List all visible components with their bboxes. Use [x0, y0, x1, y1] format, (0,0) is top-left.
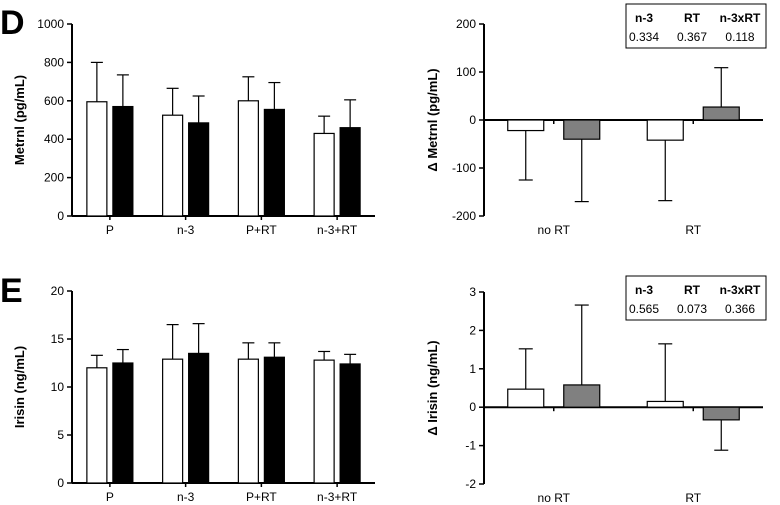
y-tick-label: -200 — [452, 209, 476, 223]
bar — [313, 359, 335, 484]
bar — [563, 384, 601, 408]
bar — [86, 101, 108, 217]
bar — [646, 400, 684, 408]
y-axis-title: Irisin (ng/mL) — [12, 346, 27, 428]
x-tick-label: P — [106, 223, 114, 237]
bar — [188, 122, 210, 217]
y-tick-label: 5 — [57, 428, 64, 442]
bar — [86, 367, 108, 484]
x-tick-label: P+RT — [246, 490, 277, 504]
y-tick-label: 100 — [456, 65, 476, 79]
y-tick-label: 2 — [469, 323, 476, 337]
x-tick-label: RT — [685, 491, 701, 505]
bar — [507, 388, 545, 408]
y-axis-title: Metrnl (pg/mL) — [12, 75, 27, 165]
x-tick-label: P+RT — [246, 223, 277, 237]
bar — [563, 119, 601, 140]
x-tick-label: no RT — [538, 491, 571, 505]
y-tick-label: 200 — [44, 171, 64, 185]
x-tick-label: n-3+RT — [317, 490, 358, 504]
y-tick-label: 10 — [51, 380, 65, 394]
y-tick-label: 0 — [469, 400, 476, 414]
stats-table-value: 0.367 — [677, 30, 707, 44]
y-tick-label: 400 — [44, 132, 64, 146]
y-tick-label: 3 — [469, 285, 476, 299]
y-tick-label: -2 — [465, 477, 476, 491]
x-tick-label: no RT — [538, 223, 571, 237]
stats-table: n-3 RT n-3xRT 0.334 0.367 0.118 — [625, 3, 767, 49]
y-tick-label: 1 — [469, 362, 476, 376]
bar — [263, 356, 285, 484]
stats-table-header: n-3 — [635, 283, 653, 297]
y-axis-title: Δ Metrnl (pg/mL) — [425, 68, 440, 171]
bar — [162, 114, 184, 217]
y-tick-label: 0 — [57, 476, 64, 490]
y-tick-label: 800 — [44, 55, 64, 69]
x-tick-label: RT — [685, 223, 701, 237]
y-tick-label: 0 — [469, 113, 476, 127]
bar — [702, 106, 740, 121]
panel-label-d: D — [0, 4, 25, 42]
stats-table-header: n-3xRT — [720, 283, 761, 297]
y-tick-label: 0 — [57, 209, 64, 223]
x-tick-label: n-3 — [177, 223, 195, 237]
bar — [507, 119, 545, 132]
stats-table-value: 0.565 — [629, 302, 659, 316]
stats-table-value: 0.366 — [725, 302, 755, 316]
y-tick-label: -1 — [465, 439, 476, 453]
stats-table-value: 0.334 — [629, 30, 659, 44]
y-tick-label: 15 — [51, 332, 65, 346]
bar — [162, 358, 184, 484]
x-tick-label: n-3 — [177, 490, 195, 504]
bar — [112, 105, 134, 217]
y-axis-title: Δ Irisin (ng/mL) — [425, 340, 440, 435]
bar — [237, 358, 259, 484]
bar — [339, 363, 361, 484]
stats-table-header: n-3 — [635, 11, 653, 25]
stats-table-header: n-3xRT — [720, 11, 761, 25]
stats-table-value: 0.118 — [725, 30, 754, 44]
y-tick-label: 20 — [51, 284, 65, 298]
bar — [188, 352, 210, 484]
y-tick-label: 200 — [456, 17, 476, 31]
x-tick-label: n-3+RT — [317, 223, 358, 237]
y-tick-label: 600 — [44, 94, 64, 108]
panel-label-e: E — [0, 272, 23, 310]
metrnl-bar-chart: 0 200 400 600 800 1000 Metrnl (pg/mL) P n-3 P+RT n… — [12, 17, 375, 237]
bar — [237, 100, 259, 217]
x-tick-label: P — [106, 490, 114, 504]
stats-table: n-3 RT n-3xRT 0.565 0.073 0.366 — [625, 275, 767, 321]
bar — [112, 362, 134, 484]
stats-table-value: 0.073 — [677, 302, 707, 316]
bar — [263, 108, 285, 217]
y-tick-label: -100 — [452, 161, 476, 175]
stats-table-border — [625, 3, 767, 49]
bar — [339, 127, 361, 217]
bar — [313, 132, 335, 217]
stats-table-header: RT — [684, 11, 701, 25]
y-tick-label: 1000 — [37, 17, 64, 31]
bar — [702, 406, 740, 421]
bar — [646, 119, 684, 141]
stats-table-header: RT — [684, 283, 701, 297]
irisin-bar-chart: 0 5 10 15 20 Irisin (ng/mL) P n-3 P+RT n-3+RT — [12, 284, 375, 504]
stats-table-border — [625, 275, 767, 321]
delta-irisin-bar-chart: -2 -1 0 1 2 3 Δ Irisin (ng/mL) no RT RT n-3 RT n-3x… — [425, 275, 767, 505]
